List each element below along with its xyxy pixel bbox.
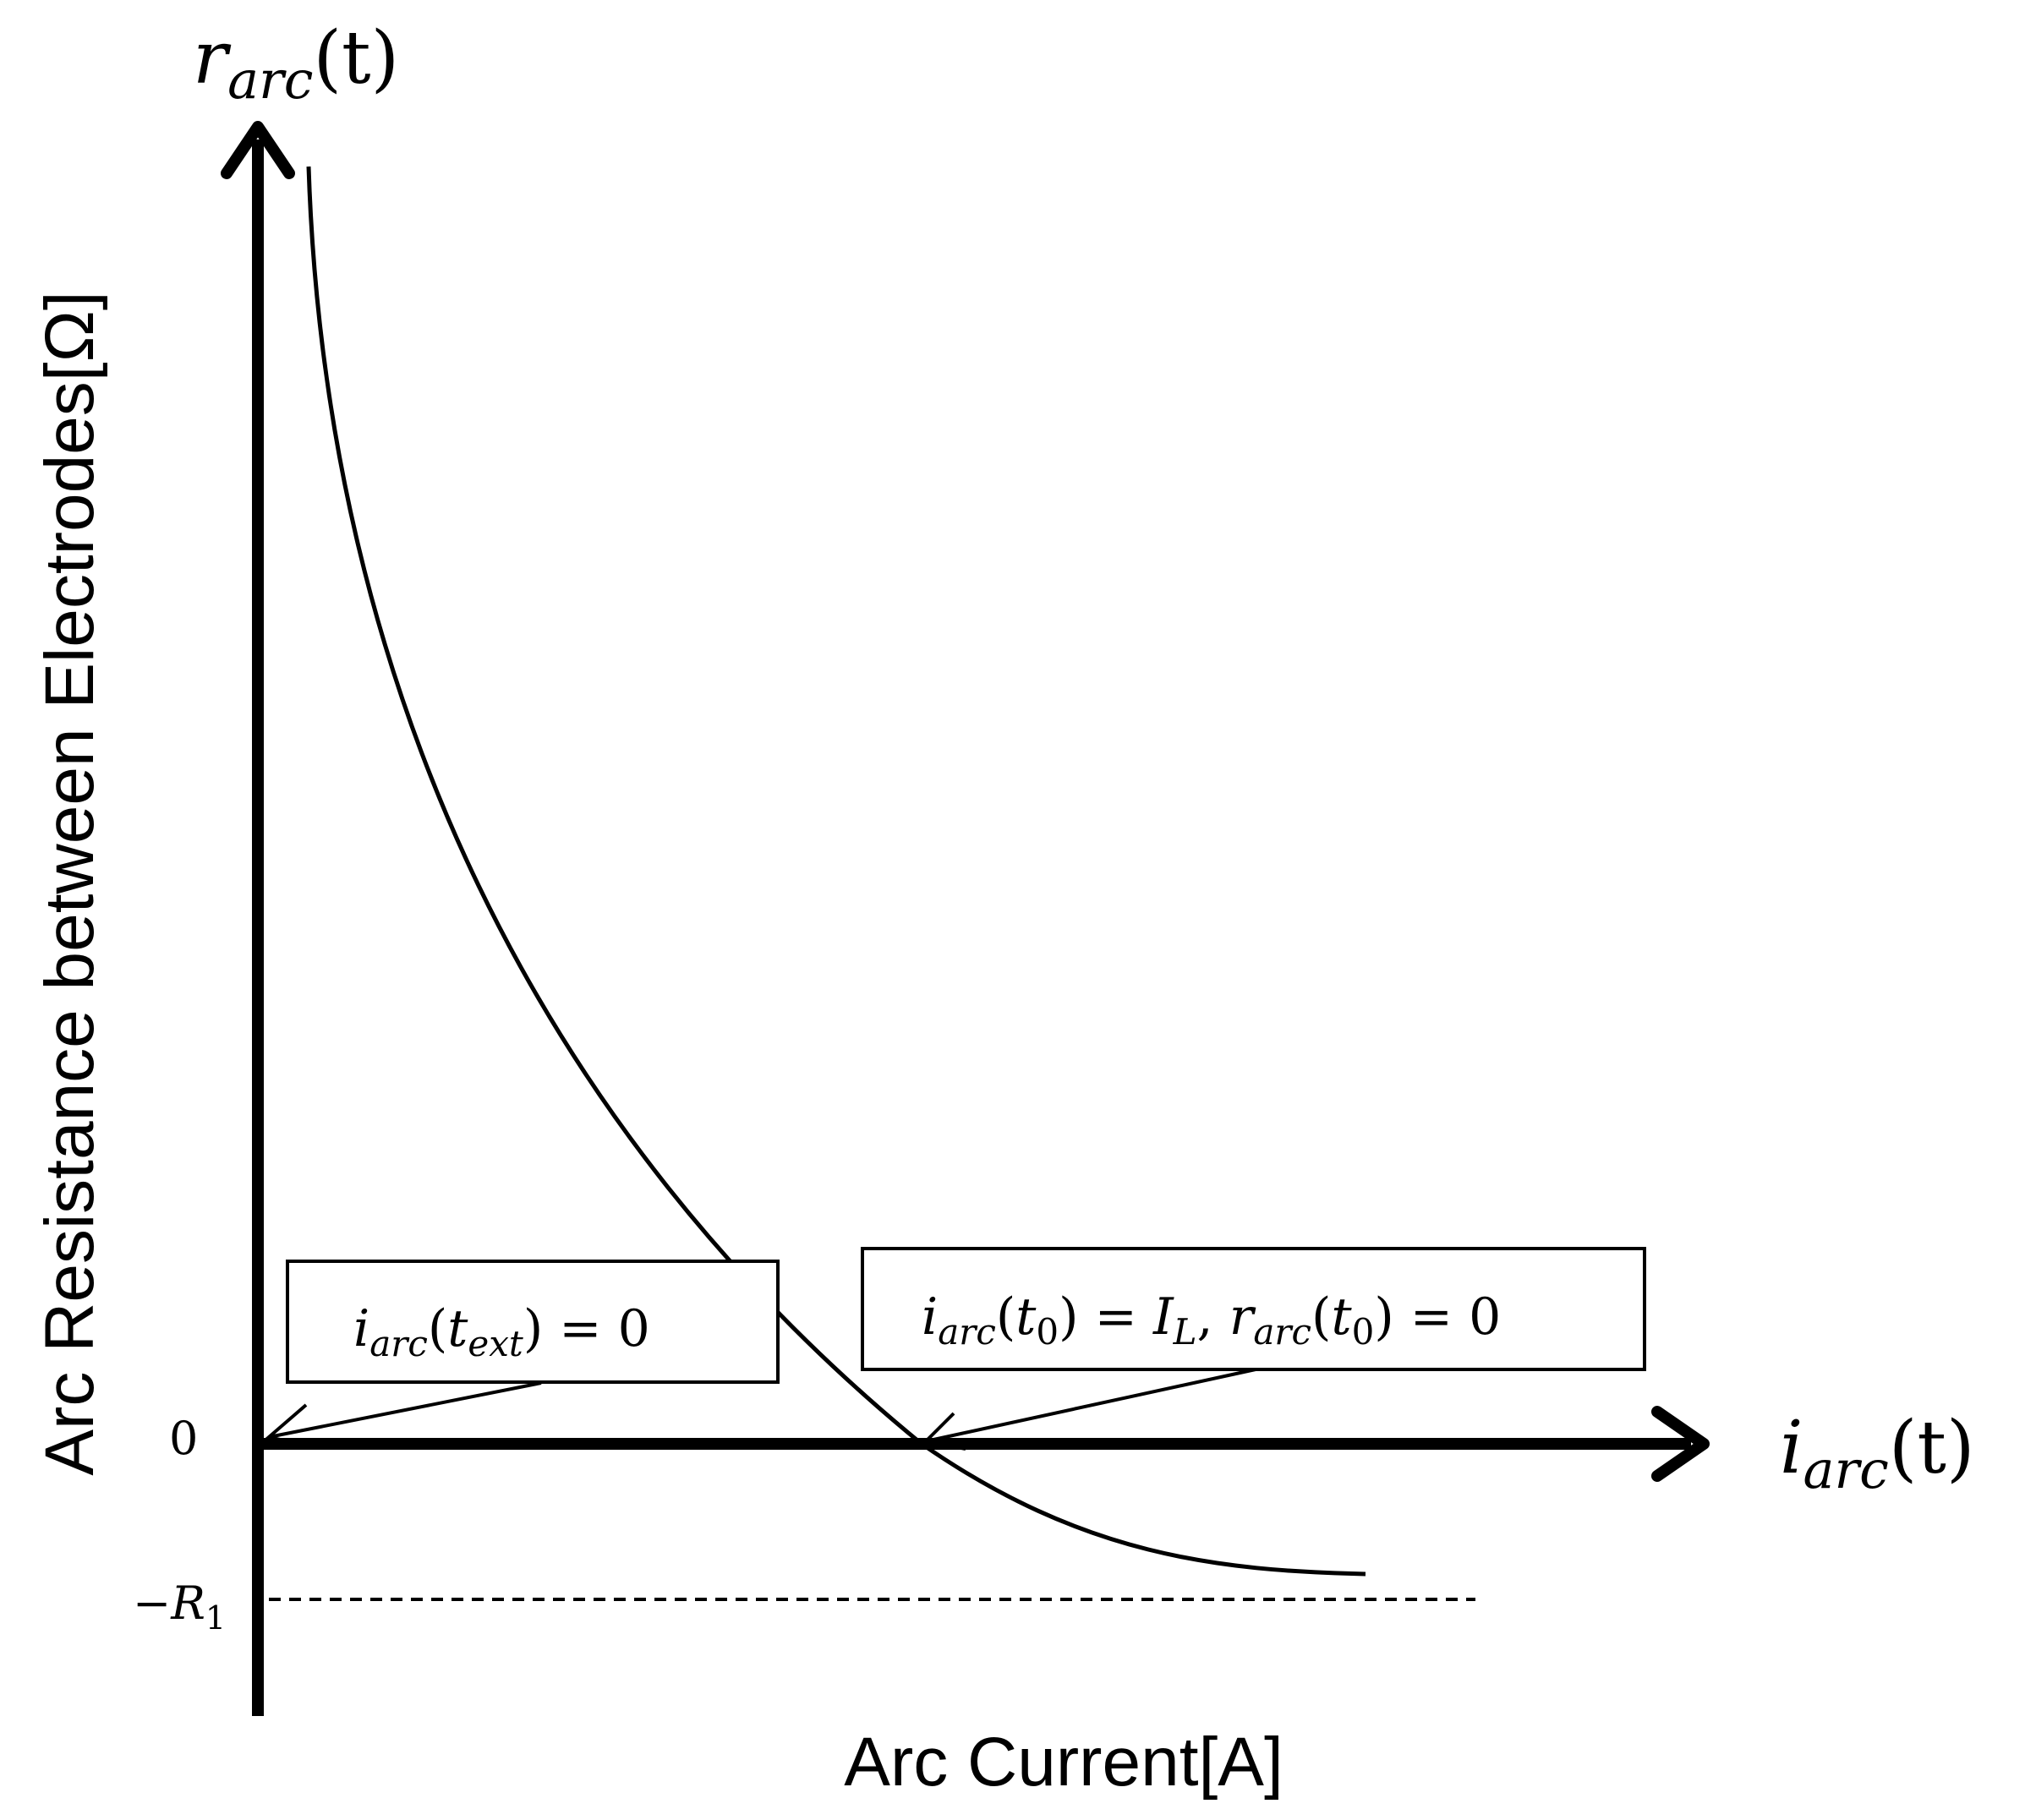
y-axis-arrowhead — [221, 121, 295, 179]
x-axis-label: Arc Current[A] — [844, 1724, 1283, 1801]
annotation-initial-text: iarc(t0) = IL, rarc(t0) = 0 — [922, 1287, 1501, 1353]
y-axis-symbol: rarc(t) — [193, 16, 399, 111]
annotation-extinction-pointer-head — [265, 1403, 314, 1449]
annotation-extinction-pointer — [268, 1381, 542, 1439]
neg-r1-tick-label: −R1 — [133, 1577, 226, 1637]
arc-resistance-curve — [306, 166, 1366, 1577]
annotation-extinction: iarc(text) = 0 — [265, 1260, 780, 1449]
annotation-initial-pointer — [925, 1368, 1256, 1443]
annotation-initial-pointer-head — [922, 1412, 966, 1451]
x-axis-symbol: iarc(t) — [1780, 1406, 1975, 1500]
annotation-extinction-text: iarc(text) = 0 — [353, 1299, 650, 1364]
annotation-initial: iarc(t0) = IL, rarc(t0) = 0 — [861, 1247, 1646, 1451]
x-axis-arrowhead — [1651, 1406, 1710, 1482]
zero-tick-label: 0 — [169, 1412, 198, 1465]
annotation-extinction-box — [286, 1260, 780, 1384]
y-axis-label: Arc Resistance between Electrodes[Ω] — [31, 291, 108, 1475]
